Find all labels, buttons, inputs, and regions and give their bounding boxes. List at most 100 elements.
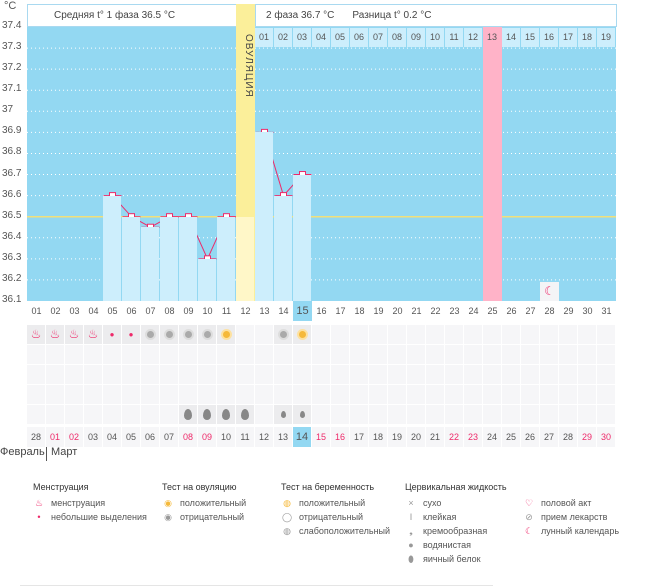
day-cell[interactable] (255, 385, 273, 404)
day-cell[interactable] (27, 385, 45, 404)
day-cell[interactable] (369, 345, 387, 364)
day-cell[interactable] (84, 385, 102, 404)
cycle-day-label[interactable]: 06 (126, 306, 137, 316)
calendar-date[interactable]: 10 (217, 427, 235, 447)
day-cell[interactable] (502, 345, 520, 364)
day-cell[interactable]: ♨ (46, 325, 64, 344)
calendar-date[interactable]: 09 (198, 427, 216, 447)
cycle-day-label[interactable]: 12 (240, 306, 251, 316)
day-cell[interactable] (179, 405, 197, 424)
day-cell[interactable] (445, 405, 463, 424)
day-cell[interactable] (407, 345, 425, 364)
day-cell[interactable] (274, 385, 292, 404)
day-cell[interactable] (312, 405, 330, 424)
day-cell[interactable] (521, 345, 539, 364)
day-cell[interactable] (84, 365, 102, 384)
day-cell[interactable] (217, 325, 235, 344)
day-cell[interactable] (445, 385, 463, 404)
day-cell[interactable] (559, 365, 577, 384)
cycle-day-label[interactable]: 19 (373, 306, 384, 316)
day-cell[interactable] (331, 365, 349, 384)
day-cell[interactable] (483, 345, 501, 364)
moon-icon[interactable]: ☾ (540, 282, 559, 301)
cycle-day-label[interactable]: 08 (164, 306, 175, 316)
day-cell[interactable] (331, 385, 349, 404)
calendar-date[interactable]: 15 (312, 427, 330, 447)
cycle-day-label[interactable]: 29 (563, 306, 574, 316)
day-cell[interactable] (559, 325, 577, 344)
day-cell[interactable] (464, 385, 482, 404)
day-cell[interactable] (540, 365, 558, 384)
day-cell[interactable] (350, 325, 368, 344)
day-cell[interactable] (578, 405, 596, 424)
day-cell[interactable] (84, 345, 102, 364)
calendar-date[interactable]: 07 (160, 427, 178, 447)
calendar-date[interactable]: 08 (179, 427, 197, 447)
day-cell[interactable] (597, 345, 615, 364)
day-cell[interactable] (255, 365, 273, 384)
day-cell[interactable] (559, 345, 577, 364)
day-cell[interactable] (274, 345, 292, 364)
day-cell[interactable] (578, 365, 596, 384)
calendar-date[interactable]: 28 (27, 427, 45, 447)
day-cell[interactable] (217, 385, 235, 404)
cycle-day-label[interactable]: 17 (335, 306, 346, 316)
day-cell[interactable] (350, 345, 368, 364)
cycle-day-label[interactable]: 23 (449, 306, 460, 316)
day-cell[interactable] (103, 405, 121, 424)
calendar-date[interactable]: 17 (350, 427, 368, 447)
day-cell[interactable] (236, 405, 254, 424)
day-cell[interactable] (350, 385, 368, 404)
day-cell[interactable] (160, 385, 178, 404)
cycle-day-label[interactable]: 28 (544, 306, 555, 316)
day-cell[interactable] (521, 325, 539, 344)
day-cell[interactable] (141, 365, 159, 384)
day-cell[interactable] (65, 385, 83, 404)
day-cell[interactable] (293, 345, 311, 364)
day-cell[interactable] (597, 325, 615, 344)
calendar-date[interactable]: 29 (578, 427, 596, 447)
day-cell[interactable] (293, 325, 311, 344)
day-cell[interactable] (46, 365, 64, 384)
day-cell[interactable] (84, 405, 102, 424)
day-cell[interactable] (426, 385, 444, 404)
calendar-date[interactable]: 11 (236, 427, 254, 447)
day-cell[interactable] (502, 405, 520, 424)
calendar-date[interactable]: 13 (274, 427, 292, 447)
day-cell[interactable] (483, 365, 501, 384)
day-cell[interactable] (350, 365, 368, 384)
day-cell[interactable] (27, 405, 45, 424)
day-cell[interactable] (179, 365, 197, 384)
cycle-day-label[interactable]: 07 (145, 306, 156, 316)
day-cell[interactable] (27, 345, 45, 364)
day-cell[interactable] (198, 405, 216, 424)
calendar-date[interactable]: 22 (445, 427, 463, 447)
day-cell[interactable] (312, 365, 330, 384)
day-cell[interactable] (521, 405, 539, 424)
cycle-day-label[interactable]: 02 (50, 306, 61, 316)
day-cell[interactable] (578, 385, 596, 404)
calendar-date[interactable]: 01 (46, 427, 64, 447)
day-cell[interactable] (331, 405, 349, 424)
calendar-date[interactable]: 26 (521, 427, 539, 447)
day-cell[interactable]: ● (103, 325, 121, 344)
day-cell[interactable] (236, 365, 254, 384)
day-cell[interactable] (217, 345, 235, 364)
day-cell[interactable] (388, 325, 406, 344)
day-cell[interactable] (407, 385, 425, 404)
day-cell[interactable] (160, 365, 178, 384)
day-cell[interactable] (122, 405, 140, 424)
day-cell[interactable] (597, 405, 615, 424)
day-cell[interactable] (331, 325, 349, 344)
day-cell[interactable] (293, 385, 311, 404)
day-cell[interactable] (578, 325, 596, 344)
calendar-date[interactable]: 25 (502, 427, 520, 447)
cycle-day-label[interactable]: 24 (468, 306, 479, 316)
day-cell[interactable]: ♨ (27, 325, 45, 344)
day-cell[interactable] (122, 365, 140, 384)
day-cell[interactable] (65, 345, 83, 364)
calendar-date[interactable]: 04 (103, 427, 121, 447)
cycle-day-label[interactable]: 20 (392, 306, 403, 316)
day-cell[interactable] (388, 385, 406, 404)
day-cell[interactable] (293, 365, 311, 384)
